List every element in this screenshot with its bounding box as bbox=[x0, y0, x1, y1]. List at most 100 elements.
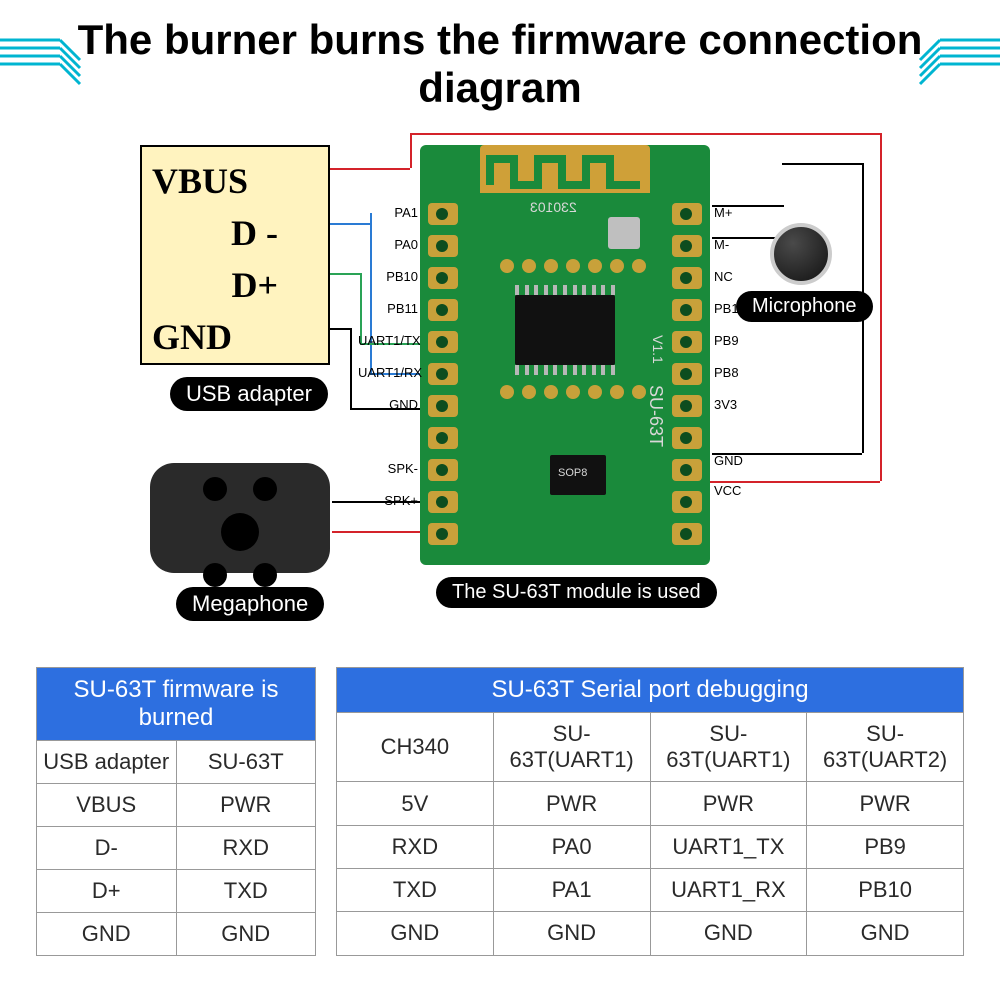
pcb-rightpin: PB8 bbox=[714, 365, 739, 380]
table-cell: RXD bbox=[337, 825, 494, 868]
table-firmware-title: SU-63T firmware is burned bbox=[37, 667, 316, 740]
table-cell: GND bbox=[337, 912, 494, 955]
table-cell: RXD bbox=[176, 826, 316, 869]
table-column-header: SU-63T(UART2) bbox=[807, 712, 964, 781]
table-row: D-RXD bbox=[37, 826, 316, 869]
table-row: GNDGND bbox=[37, 912, 316, 955]
table-column-header: SU-63T(UART1) bbox=[650, 712, 807, 781]
pcb-chip-main bbox=[515, 295, 615, 365]
speaker-icon bbox=[150, 463, 330, 573]
wire-segment bbox=[332, 531, 422, 533]
pcb-chip-small: SOP8 bbox=[550, 455, 606, 495]
table-row: VBUSPWR bbox=[37, 783, 316, 826]
wire-segment bbox=[350, 328, 352, 408]
decor-hatch-right bbox=[910, 28, 1000, 88]
pcb-leftpin: PA0 bbox=[358, 237, 418, 252]
wire-segment bbox=[410, 133, 880, 135]
pcb-leftpin: SPK- bbox=[358, 461, 418, 476]
pcb-leftpin: UART1/TX bbox=[358, 333, 418, 348]
table-cell: UART1_RX bbox=[650, 868, 807, 911]
pcb-rightpin: PB9 bbox=[714, 333, 739, 348]
table-serial-title: SU-63T Serial port debugging bbox=[337, 667, 964, 712]
microphone-label: Microphone bbox=[736, 291, 873, 322]
pcb-leftpin: SPK+ bbox=[358, 493, 418, 508]
pcb-rightpin: PB1 bbox=[714, 301, 739, 316]
table-cell: PWR bbox=[493, 782, 650, 825]
tables-row: SU-63T firmware is burned USB adapterSU-… bbox=[36, 667, 964, 956]
table-cell: TXD bbox=[176, 869, 316, 912]
wire-segment bbox=[330, 273, 360, 275]
pcb-leftpin: GND bbox=[358, 397, 418, 412]
usb-adapter-block: VBUS D - D+ GND bbox=[140, 145, 330, 365]
pcb-leftpin: PB11 bbox=[358, 301, 418, 316]
table-cell: PB9 bbox=[807, 825, 964, 868]
wire-segment bbox=[410, 133, 412, 168]
pcb-leftpin: PA1 bbox=[358, 205, 418, 220]
table-serial: SU-63T Serial port debugging CH340SU-63T… bbox=[336, 667, 964, 956]
pcb-module: 230103 SU-63T V1.1 SOP8 bbox=[420, 145, 710, 565]
pcb-pads-left bbox=[428, 203, 458, 545]
table-firmware: SU-63T firmware is burned USB adapterSU-… bbox=[36, 667, 316, 956]
table-cell: 5V bbox=[337, 782, 494, 825]
table-cell: GND bbox=[37, 912, 177, 955]
table-cell: PWR bbox=[650, 782, 807, 825]
table-row: RXDPA0UART1_TXPB9 bbox=[337, 825, 964, 868]
table-row: GNDGNDGNDGND bbox=[337, 912, 964, 955]
module-label: The SU-63T module is used bbox=[436, 577, 717, 608]
page-title: The burner burns the firmware connection… bbox=[0, 0, 1000, 123]
chip-legs-bot bbox=[515, 365, 615, 375]
pcb-antenna bbox=[480, 145, 650, 193]
table-row: TXDPA1UART1_RXPB10 bbox=[337, 868, 964, 911]
pcb-silk-ver: V1.1 bbox=[650, 335, 666, 364]
table-column-header: USB adapter bbox=[37, 740, 177, 783]
pcb-leftpin: UART1/RX bbox=[358, 365, 418, 380]
pcb-pinrow-bot bbox=[500, 385, 646, 399]
usb-pin-dminus: D - bbox=[152, 207, 318, 259]
wire-segment bbox=[330, 328, 350, 330]
table-row: 5VPWRPWRPWR bbox=[337, 782, 964, 825]
table-cell: PA0 bbox=[493, 825, 650, 868]
table-column-header: SU-63T bbox=[176, 740, 316, 783]
usb-adapter-label: USB adapter bbox=[170, 377, 328, 411]
pcb-rightpin: GND bbox=[714, 453, 743, 468]
table-cell: PWR bbox=[176, 783, 316, 826]
pcb-leftpin: PB10 bbox=[358, 269, 418, 284]
pcb-pads-right bbox=[672, 203, 702, 545]
wire-segment bbox=[880, 133, 882, 481]
table-cell: D- bbox=[37, 826, 177, 869]
table-cell: D+ bbox=[37, 869, 177, 912]
table-cell: PWR bbox=[807, 782, 964, 825]
pcb-rightpin: NC bbox=[714, 269, 733, 284]
table-cell: GND bbox=[807, 912, 964, 955]
pcb-pinrow-top bbox=[500, 259, 646, 273]
pcb-rightpin: 3V3 bbox=[714, 397, 737, 412]
pcb-chip-small-label: SOP8 bbox=[558, 467, 587, 479]
table-cell: PB10 bbox=[807, 868, 964, 911]
pcb-rightpin: VCC bbox=[714, 483, 741, 498]
table-cell: TXD bbox=[337, 868, 494, 911]
pcb-component-square bbox=[608, 217, 640, 249]
table-cell: GND bbox=[650, 912, 807, 955]
usb-pin-dplus: D+ bbox=[152, 259, 318, 311]
table-cell: GND bbox=[176, 912, 316, 955]
speaker-label: Megaphone bbox=[176, 587, 324, 621]
usb-pin-vbus: VBUS bbox=[152, 155, 318, 207]
chip-legs-top bbox=[515, 285, 615, 295]
table-cell: GND bbox=[493, 912, 650, 955]
table-column-header: CH340 bbox=[337, 712, 494, 781]
pcb-silk-top: 230103 bbox=[530, 199, 577, 215]
table-row: D+TXD bbox=[37, 869, 316, 912]
pcb-rightpin: M+ bbox=[714, 205, 732, 220]
connection-diagram: VBUS D - D+ GND USB adapter 230103 SU-63… bbox=[90, 133, 910, 653]
table-column-header: SU-63T(UART1) bbox=[493, 712, 650, 781]
pcb-silk-name: SU-63T bbox=[645, 385, 666, 447]
usb-pin-gnd: GND bbox=[152, 311, 318, 363]
table-cell: UART1_TX bbox=[650, 825, 807, 868]
wire-segment bbox=[330, 223, 370, 225]
table-cell: PA1 bbox=[493, 868, 650, 911]
wire-segment bbox=[330, 168, 410, 170]
table-cell: VBUS bbox=[37, 783, 177, 826]
wire-segment bbox=[782, 163, 862, 165]
decor-hatch-left bbox=[0, 28, 90, 88]
microphone-icon bbox=[770, 223, 832, 285]
